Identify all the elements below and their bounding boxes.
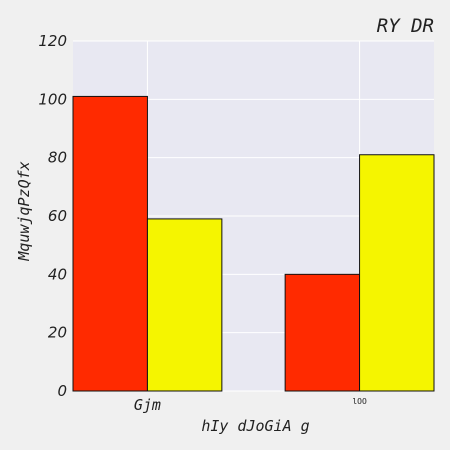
bar-lOO-series-2 — [359, 154, 435, 392]
y-tick-label: 40 — [48, 265, 67, 283]
y-tick-label: 60 — [48, 207, 67, 225]
x-tick-label: lOO — [352, 397, 367, 406]
bars — [72, 95, 435, 392]
y-tick-labels: 0 20 40 60 80 100 120 — [38, 32, 67, 400]
bar-Gjm-series-1 — [72, 95, 148, 392]
y-axis-label: MquwjqPzQfx — [15, 161, 33, 261]
y-tick-label: 120 — [38, 32, 67, 50]
bar-lOO-series-1 — [284, 273, 361, 392]
x-tick-label: Gjm — [134, 396, 161, 414]
y-tick-label: 100 — [38, 90, 67, 108]
y-tick-label: 0 — [57, 382, 67, 400]
x-tick-labels: Gjm lOO — [134, 396, 367, 414]
x-axis-label: hIy dJoGiA g — [201, 417, 309, 435]
bar-Gjm-series-2 — [146, 218, 223, 392]
y-tick-label: 80 — [48, 149, 67, 167]
chart-title: RY DR — [377, 15, 434, 37]
y-tick-label: 20 — [48, 324, 67, 342]
